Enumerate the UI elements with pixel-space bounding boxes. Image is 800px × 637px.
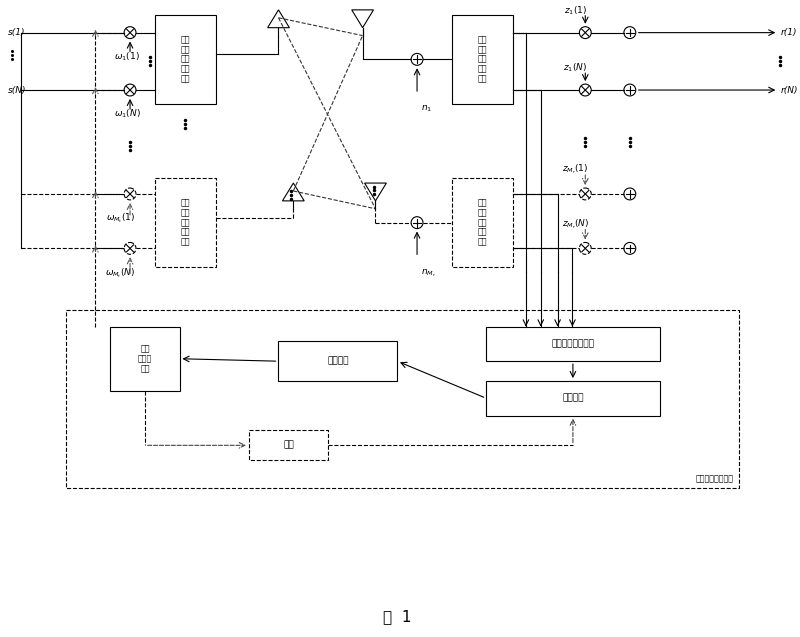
Bar [486,381,659,415]
Text: $z_{M_r}(1)$: $z_{M_r}(1)$ [562,162,589,176]
Text: $\omega_{M_t}(1)$: $\omega_{M_t}(1)$ [106,211,134,225]
Text: $z_{M_r}(N)$: $z_{M_r}(N)$ [562,217,589,231]
Text: 反馈信息: 反馈信息 [327,357,349,366]
Bar [154,178,216,267]
Text: s(1): s(1) [8,28,26,37]
Text: 搜索
预编码
向量: 搜索 预编码 向量 [138,345,152,373]
Text: 码本: 码本 [283,441,294,450]
Circle shape [624,188,636,200]
Bar [486,327,659,361]
Circle shape [624,27,636,39]
Text: 图  1: 图 1 [383,609,411,624]
Text: 正交
频分
复用
解调
单元: 正交 频分 复用 解调 单元 [478,199,487,247]
Circle shape [579,243,591,254]
Text: 正交
频分
复用
调制
单元: 正交 频分 复用 调制 单元 [181,199,190,247]
Bar [452,178,513,267]
Text: 反馈信息生成单元: 反馈信息生成单元 [696,474,734,483]
Bar [278,341,398,381]
Circle shape [579,27,591,39]
Text: $n_{M_r}$: $n_{M_r}$ [421,267,436,279]
Text: $n_1$: $n_1$ [421,104,432,115]
Text: r(1): r(1) [780,28,797,37]
Bar [154,15,216,104]
Text: 正交
频分
复用
调制
单元: 正交 频分 复用 调制 单元 [181,36,190,83]
Bar [110,327,179,391]
Text: $\omega_{M_t}(N)$: $\omega_{M_t}(N)$ [105,266,135,280]
Text: $\omega_1(N)$: $\omega_1(N)$ [114,108,141,120]
Circle shape [124,188,136,200]
Bar [66,310,738,488]
Circle shape [124,27,136,39]
Circle shape [411,54,423,65]
Text: $z_1(N)$: $z_1(N)$ [563,62,587,74]
Text: r(N): r(N) [780,85,798,94]
Circle shape [624,243,636,254]
Circle shape [579,188,591,200]
Text: $\omega_1(1)$: $\omega_1(1)$ [114,50,140,63]
Circle shape [624,84,636,96]
Bar [249,431,328,460]
Text: 码本搜索: 码本搜索 [562,394,584,403]
Circle shape [124,243,136,254]
Bar [452,15,513,104]
Circle shape [124,84,136,96]
Text: $z_1(1)$: $z_1(1)$ [564,4,587,17]
Text: s(N): s(N) [8,85,27,94]
Text: 正交
频分
复用
解调
单元: 正交 频分 复用 解调 单元 [478,36,487,83]
Text: 获取信道状态信息: 获取信道状态信息 [551,340,594,348]
Circle shape [579,84,591,96]
Circle shape [411,217,423,229]
